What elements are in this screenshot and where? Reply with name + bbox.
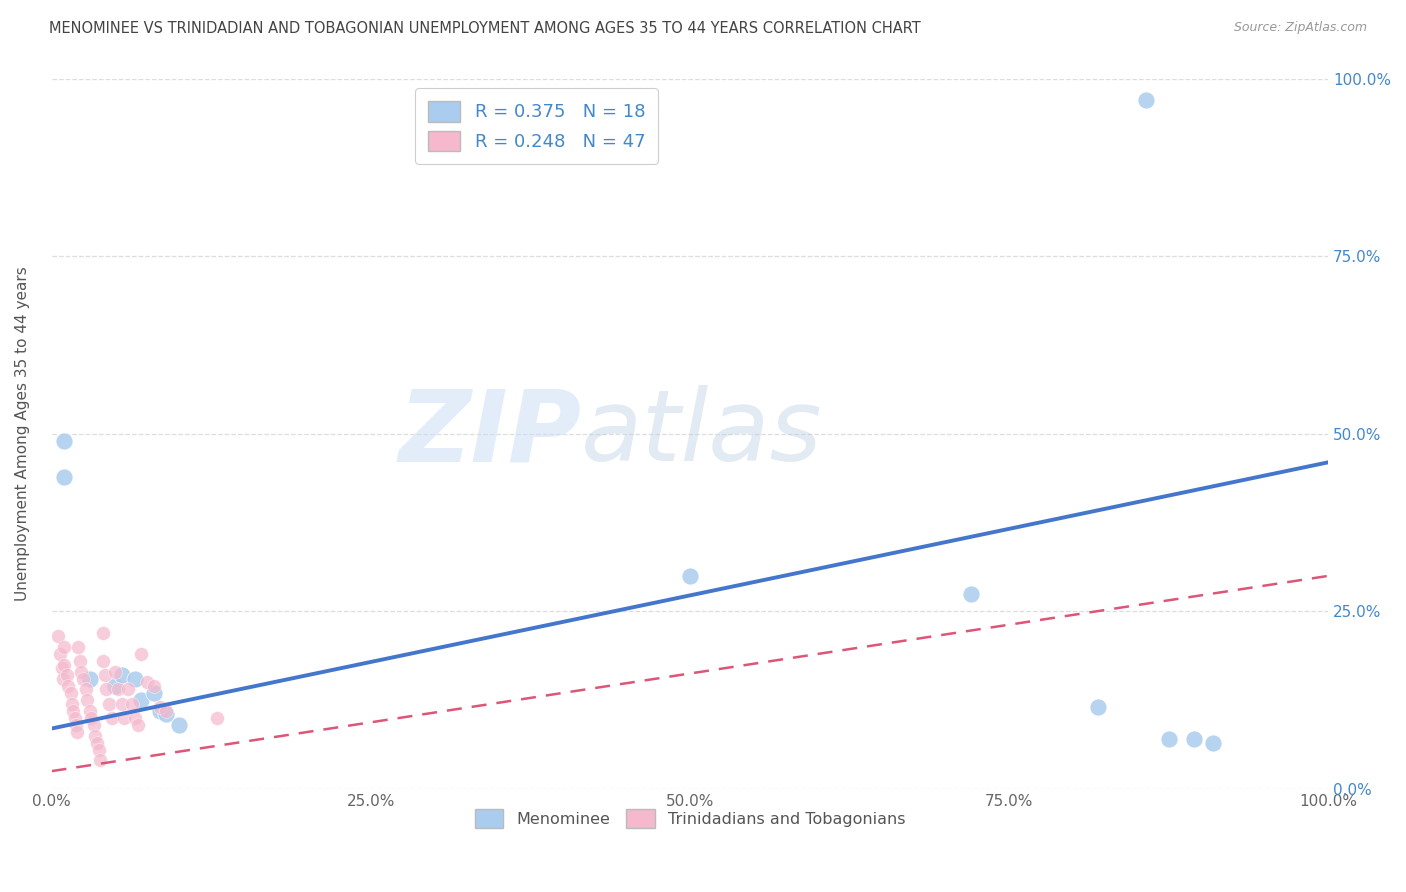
Point — [1157, 732, 1180, 747]
Point — [86, 736, 108, 750]
Point — [1135, 93, 1157, 107]
Point — [56, 679, 79, 693]
Point — [53, 469, 76, 483]
Point — [75, 682, 97, 697]
Point — [87, 743, 110, 757]
Point — [69, 654, 91, 668]
Text: ZIP: ZIP — [398, 385, 581, 483]
Point — [70, 665, 93, 679]
Text: MENOMINEE VS TRINIDADIAN AND TOBAGONIAN UNEMPLOYMENT AMONG AGES 35 TO 44 YEARS C: MENOMINEE VS TRINIDADIAN AND TOBAGONIAN … — [49, 21, 921, 36]
Point — [53, 640, 76, 654]
Point — [679, 569, 702, 583]
Point — [53, 434, 76, 448]
Point — [1087, 700, 1109, 714]
Point — [83, 718, 105, 732]
Point — [155, 707, 177, 722]
Point — [117, 682, 139, 697]
Point — [111, 668, 134, 682]
Point — [142, 679, 165, 693]
Point — [107, 682, 129, 697]
Point — [56, 668, 79, 682]
Y-axis label: Unemployment Among Ages 35 to 44 years: Unemployment Among Ages 35 to 44 years — [15, 267, 30, 601]
Point — [53, 657, 76, 672]
Point — [124, 711, 146, 725]
Point — [104, 665, 127, 679]
Point — [66, 725, 89, 739]
Point — [59, 686, 82, 700]
Point — [127, 718, 149, 732]
Point — [1202, 736, 1225, 750]
Point — [136, 675, 159, 690]
Point — [959, 587, 981, 601]
Point — [65, 718, 87, 732]
Legend: Menominee, Trinidadians and Tobagonians: Menominee, Trinidadians and Tobagonians — [468, 803, 911, 834]
Point — [96, 682, 118, 697]
Point — [60, 697, 83, 711]
Point — [52, 672, 75, 686]
Point — [100, 711, 122, 725]
Point — [46, 629, 69, 643]
Point — [1182, 732, 1205, 747]
Point — [98, 697, 121, 711]
Point — [167, 718, 190, 732]
Point — [67, 640, 90, 654]
Point — [76, 693, 98, 707]
Text: Source: ZipAtlas.com: Source: ZipAtlas.com — [1233, 21, 1367, 34]
Point — [62, 704, 84, 718]
Point — [124, 672, 146, 686]
Point — [149, 700, 172, 714]
Point — [149, 704, 172, 718]
Point — [79, 672, 101, 686]
Point — [129, 693, 152, 707]
Point — [84, 729, 107, 743]
Point — [94, 668, 117, 682]
Point — [207, 711, 229, 725]
Point — [63, 711, 86, 725]
Point — [91, 654, 114, 668]
Point — [155, 704, 177, 718]
Point — [142, 686, 165, 700]
Point — [91, 625, 114, 640]
Point — [111, 697, 134, 711]
Point — [104, 679, 127, 693]
Point — [112, 711, 135, 725]
Point — [51, 661, 73, 675]
Point — [121, 697, 143, 711]
Point — [49, 647, 72, 661]
Point — [80, 711, 103, 725]
Point — [79, 704, 101, 718]
Point — [129, 647, 152, 661]
Text: atlas: atlas — [581, 385, 823, 483]
Point — [89, 754, 111, 768]
Point — [72, 672, 94, 686]
